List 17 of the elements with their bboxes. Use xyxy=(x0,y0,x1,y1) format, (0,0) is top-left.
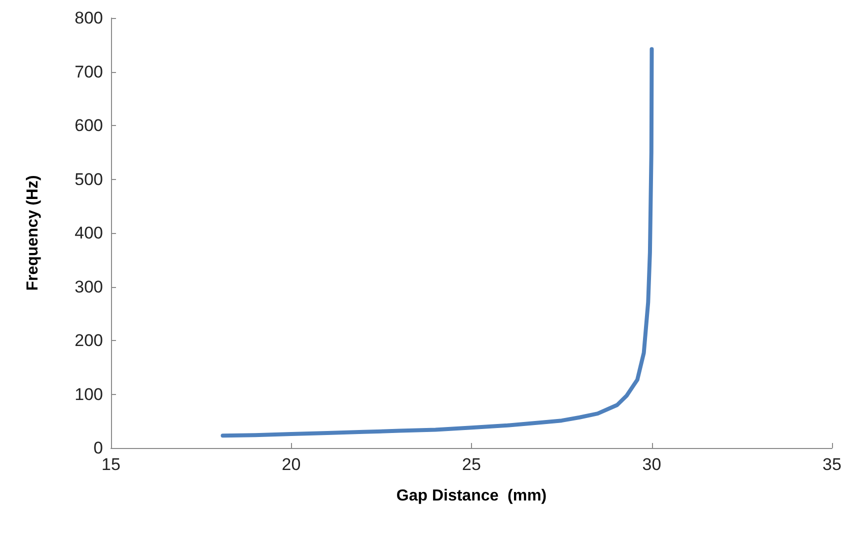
line-series xyxy=(220,47,654,438)
y-tick-label: 700 xyxy=(74,62,103,82)
x-axis-title: Gap Distance (mm) xyxy=(396,488,547,504)
y-tick-label: 600 xyxy=(74,116,103,135)
y-tick-label: 400 xyxy=(74,224,103,242)
y-tick-label: 300 xyxy=(74,277,103,296)
x-tick-label: 25 xyxy=(462,455,481,474)
y-tick-label: 0 xyxy=(94,438,103,458)
y-tick-label: 100 xyxy=(74,384,103,404)
y-tick-label: 500 xyxy=(74,170,103,189)
y-axis-title: Frequency (Hz) xyxy=(24,175,42,291)
y-tick-label: 200 xyxy=(74,331,103,350)
x-tick-label: 30 xyxy=(642,455,662,474)
y-tick-label: 800 xyxy=(74,8,103,28)
x-tick-label: 35 xyxy=(822,455,842,474)
x-tick-label: 15 xyxy=(102,455,120,474)
x-tick-label: 20 xyxy=(282,455,301,474)
